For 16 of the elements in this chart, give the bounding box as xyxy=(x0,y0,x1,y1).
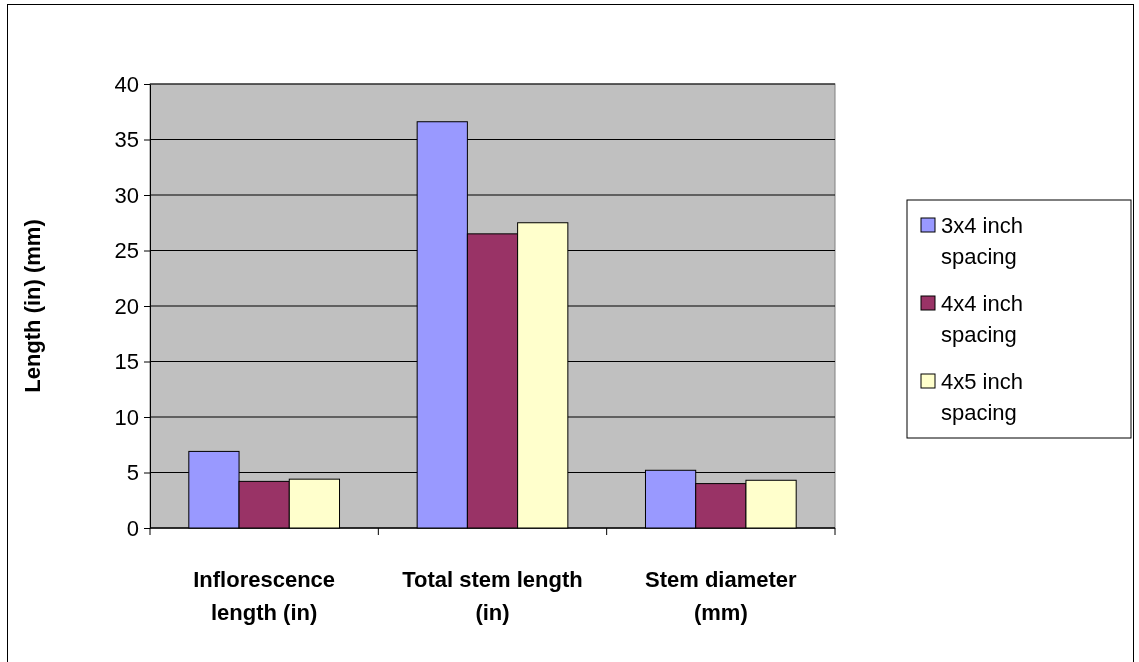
y-tick-label: 40 xyxy=(114,71,139,97)
x-tick-label: Inflorescence length (in) xyxy=(193,567,336,625)
legend-label: 4x5 inch spacing xyxy=(941,369,1023,425)
legend-label: 3x4 inch spacing xyxy=(941,213,1023,269)
y-tick-label: 0 xyxy=(126,515,139,541)
y-tick-label: 20 xyxy=(114,293,139,319)
y-axis-title: Length (in) (mm) xyxy=(20,219,45,393)
y-tick-label: 5 xyxy=(126,460,139,486)
y-tick-label: 10 xyxy=(114,404,139,430)
x-tick-label: Stem diameter (mm) xyxy=(645,567,798,625)
y-tick-label: 15 xyxy=(114,349,139,375)
y-tick-label: 30 xyxy=(114,182,139,208)
y-tick-label: 25 xyxy=(114,238,139,264)
y-tick-label: 35 xyxy=(114,127,139,153)
legend-label: 4x4 inch spacing xyxy=(941,291,1023,347)
x-tick-label: Total stem length (in) xyxy=(402,567,583,625)
